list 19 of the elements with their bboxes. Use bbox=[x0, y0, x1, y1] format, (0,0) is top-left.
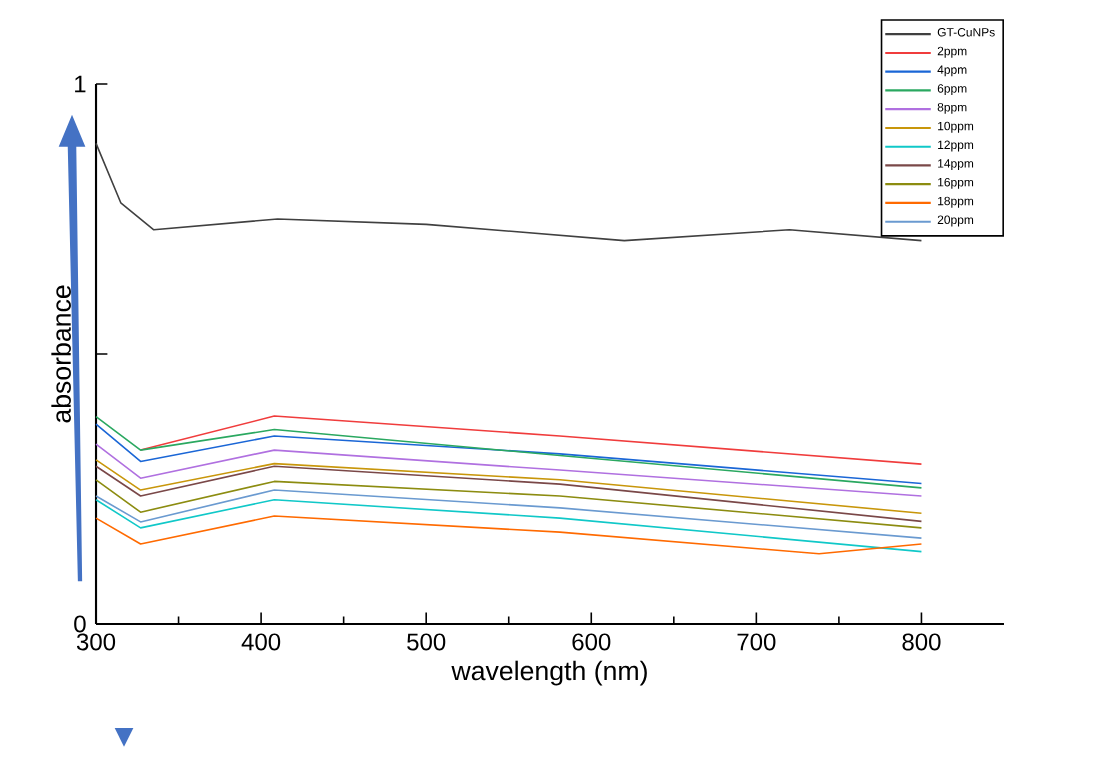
line-series bbox=[95, 489, 923, 539]
x-tick-label: 600 bbox=[572, 633, 611, 651]
x-tick-label: 400 bbox=[241, 633, 281, 651]
line-series bbox=[95, 515, 923, 555]
line-series bbox=[95, 498, 923, 553]
x-axis-title: wavelength (nm) bbox=[451, 660, 647, 686]
line-series bbox=[95, 443, 923, 497]
line-series bbox=[95, 142, 923, 242]
line-series bbox=[95, 459, 923, 515]
y-axis-title: absorbance bbox=[51, 285, 71, 423]
x-tick-label: 700 bbox=[737, 633, 776, 651]
y-tick-label: 1 bbox=[75, 75, 86, 93]
line-series bbox=[95, 465, 923, 523]
y-tick-label: 0 bbox=[74, 615, 86, 633]
line-series bbox=[95, 479, 923, 529]
x-tick-label: 800 bbox=[902, 633, 941, 651]
x-tick-label: 300 bbox=[76, 633, 116, 651]
x-tick-label: 500 bbox=[407, 633, 446, 651]
line-series bbox=[139, 415, 923, 465]
